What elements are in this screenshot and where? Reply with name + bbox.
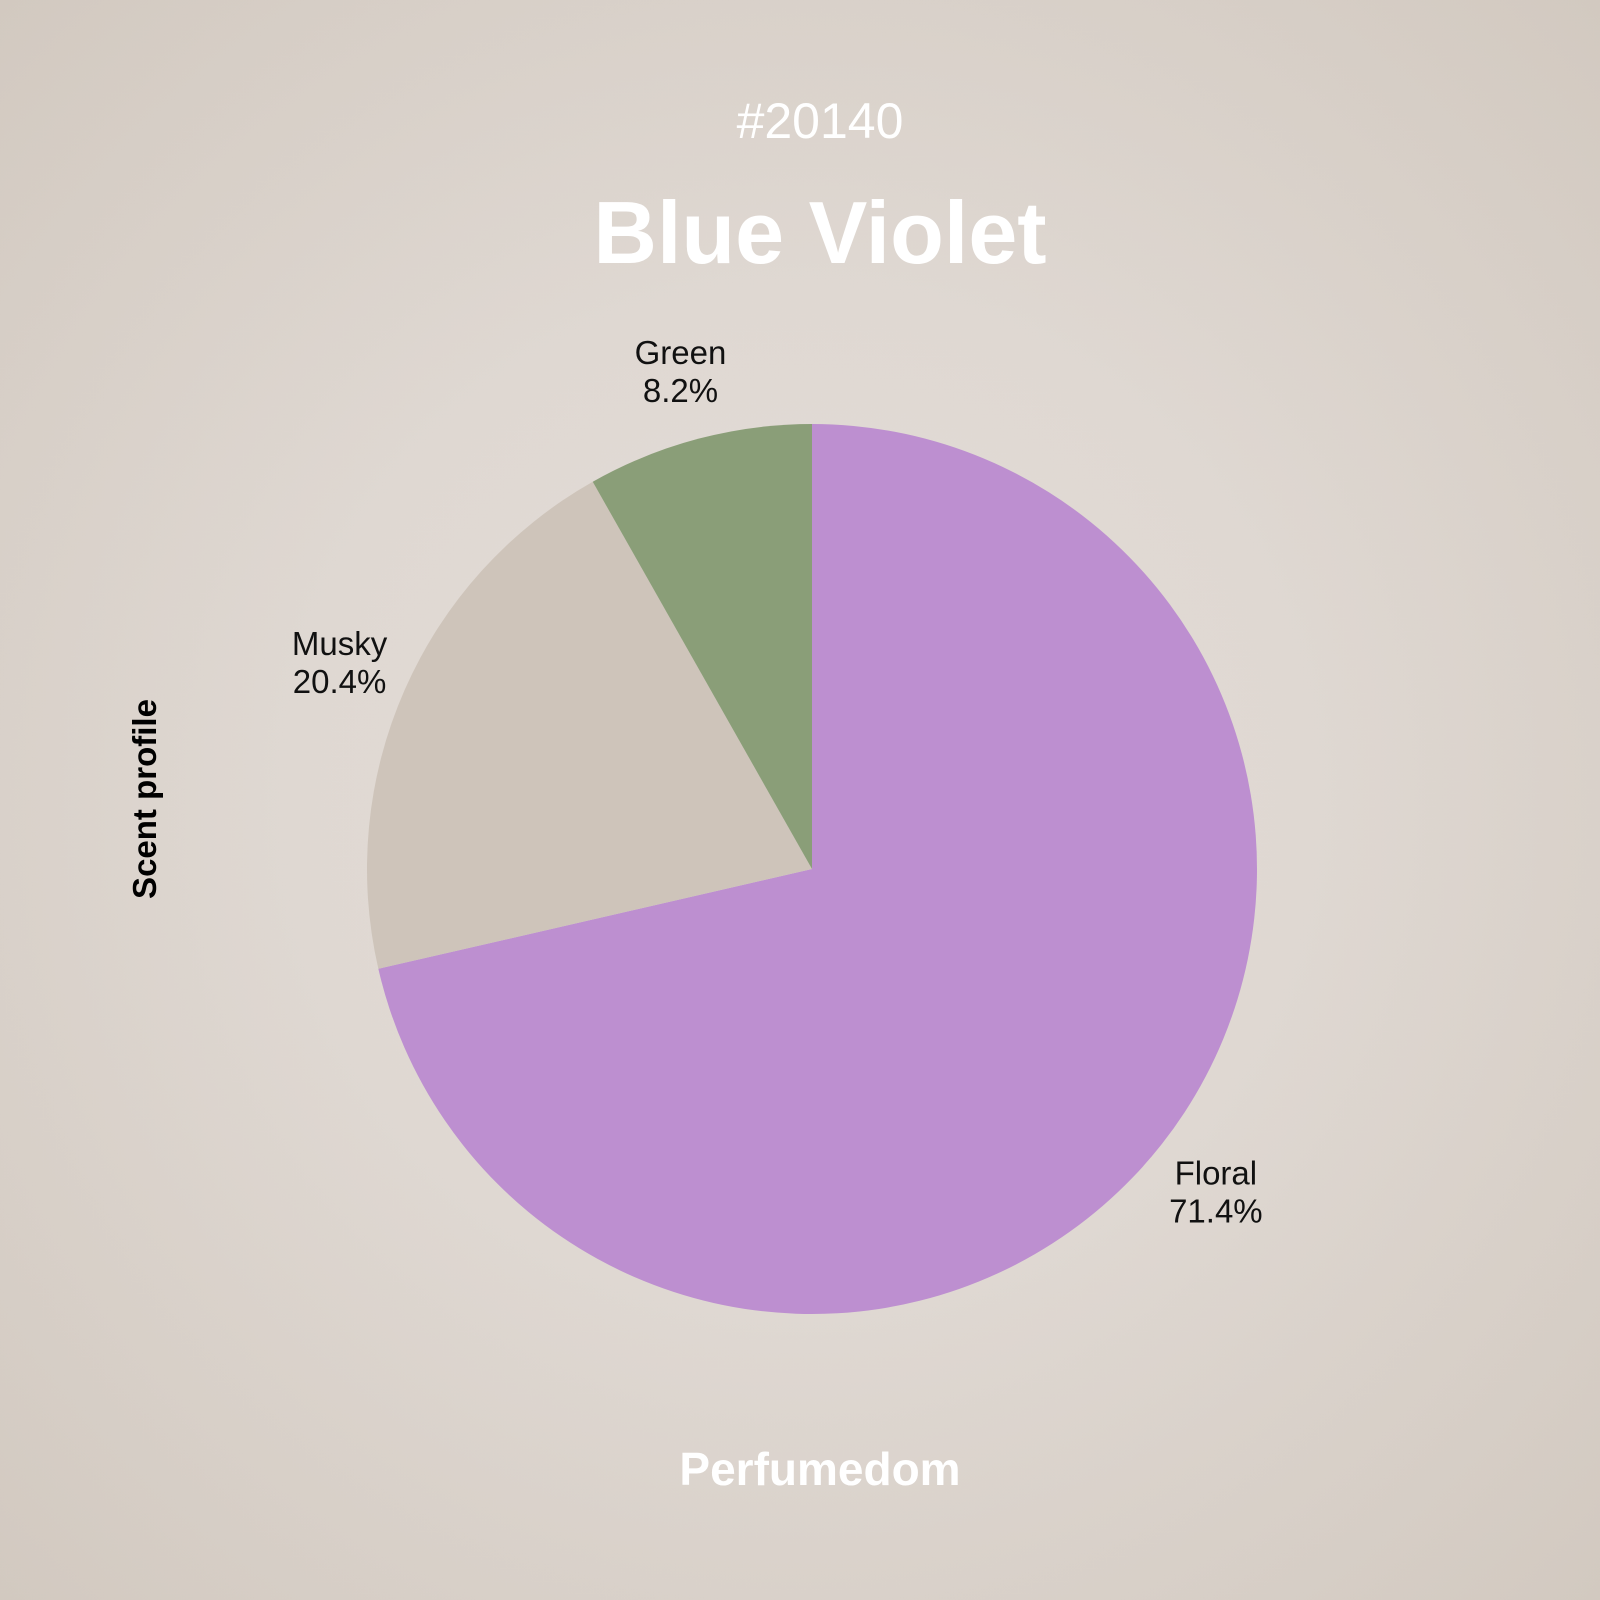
pie-slice-green — [592, 424, 812, 869]
brand-name: Perfumedom — [679, 1443, 961, 1495]
slice-value-musky: 20.4% — [293, 663, 387, 700]
slice-value-green: 8.2% — [643, 372, 718, 409]
page-title: Blue Violet — [593, 183, 1047, 282]
pie-slice-floral — [378, 424, 1258, 1314]
pie-slice-musky — [367, 481, 812, 969]
slice-label-musky: Musky — [292, 625, 388, 662]
slice-value-floral: 71.4% — [1169, 1192, 1263, 1229]
slice-label-floral: Floral — [1175, 1154, 1258, 1191]
slice-label-green: Green — [635, 334, 727, 371]
fragrance-code: #20140 — [736, 93, 904, 149]
